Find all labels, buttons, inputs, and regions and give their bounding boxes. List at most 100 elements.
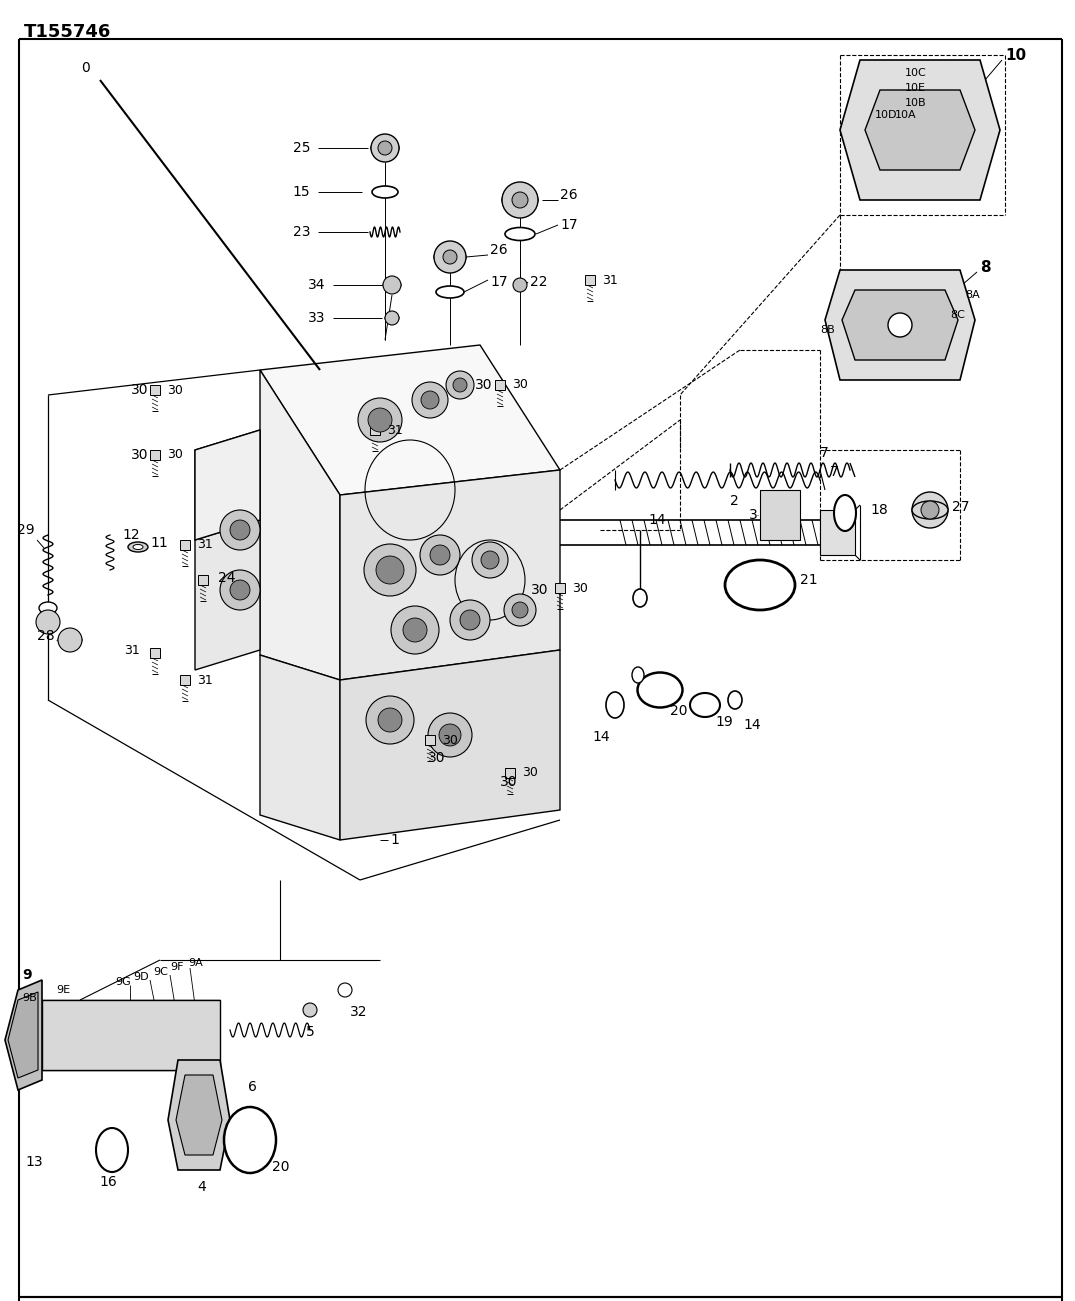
Text: 32: 32 xyxy=(350,1004,368,1019)
Polygon shape xyxy=(842,290,958,360)
Text: 21: 21 xyxy=(800,572,818,587)
Text: 33: 33 xyxy=(307,311,325,325)
Circle shape xyxy=(378,141,392,155)
Circle shape xyxy=(430,545,450,565)
Text: 19: 19 xyxy=(715,716,733,729)
Text: 31: 31 xyxy=(387,424,403,437)
Ellipse shape xyxy=(728,691,742,709)
Polygon shape xyxy=(505,768,515,778)
Circle shape xyxy=(364,544,416,596)
Circle shape xyxy=(366,696,414,744)
Text: 17: 17 xyxy=(490,275,507,289)
Text: 28: 28 xyxy=(38,628,55,643)
Circle shape xyxy=(378,708,402,732)
Ellipse shape xyxy=(434,248,465,265)
Text: 1: 1 xyxy=(390,833,399,847)
Ellipse shape xyxy=(505,228,535,241)
Polygon shape xyxy=(760,490,800,540)
Text: 30: 30 xyxy=(442,734,458,747)
Ellipse shape xyxy=(224,1107,276,1174)
Circle shape xyxy=(439,723,461,745)
Text: 22: 22 xyxy=(530,275,547,289)
Text: 9D: 9D xyxy=(133,972,148,982)
Polygon shape xyxy=(865,90,975,170)
Circle shape xyxy=(443,250,457,264)
Text: 30: 30 xyxy=(500,775,517,788)
Polygon shape xyxy=(151,385,160,396)
Text: 30: 30 xyxy=(130,382,148,397)
Polygon shape xyxy=(494,380,505,390)
Polygon shape xyxy=(340,470,560,680)
Polygon shape xyxy=(168,1060,230,1170)
Circle shape xyxy=(303,1003,317,1017)
Circle shape xyxy=(446,371,474,399)
Text: 17: 17 xyxy=(560,219,577,232)
Ellipse shape xyxy=(912,501,948,519)
Circle shape xyxy=(35,610,60,634)
Text: 8C: 8C xyxy=(950,310,965,320)
Text: 6: 6 xyxy=(248,1080,257,1094)
Circle shape xyxy=(376,556,404,584)
Ellipse shape xyxy=(690,693,720,717)
Text: 10E: 10E xyxy=(905,83,926,92)
Text: 8: 8 xyxy=(980,260,991,276)
Polygon shape xyxy=(42,1000,220,1069)
Circle shape xyxy=(512,193,528,208)
Polygon shape xyxy=(195,431,260,540)
Text: 30: 30 xyxy=(474,379,492,392)
Circle shape xyxy=(230,580,250,600)
Polygon shape xyxy=(585,275,594,285)
Text: 9C: 9C xyxy=(153,967,168,977)
Circle shape xyxy=(888,314,912,337)
Polygon shape xyxy=(176,1075,223,1155)
Circle shape xyxy=(421,392,439,409)
Circle shape xyxy=(428,713,472,757)
Circle shape xyxy=(220,570,260,610)
Text: 30: 30 xyxy=(530,583,548,597)
Polygon shape xyxy=(5,980,42,1090)
Polygon shape xyxy=(840,60,1000,200)
Text: 31: 31 xyxy=(197,539,213,552)
Text: 13: 13 xyxy=(25,1155,43,1170)
Text: 11: 11 xyxy=(151,536,168,550)
Text: 26: 26 xyxy=(560,189,577,202)
Text: 4: 4 xyxy=(198,1180,206,1194)
Text: 7: 7 xyxy=(820,446,829,461)
Polygon shape xyxy=(260,654,340,840)
Text: 34: 34 xyxy=(307,278,325,291)
Ellipse shape xyxy=(834,494,856,531)
Circle shape xyxy=(371,134,399,163)
Text: 20: 20 xyxy=(272,1160,289,1174)
Text: 0: 0 xyxy=(82,61,90,75)
Circle shape xyxy=(391,606,439,654)
Text: 10D: 10D xyxy=(875,111,898,120)
Circle shape xyxy=(420,535,460,575)
Polygon shape xyxy=(555,583,565,593)
Circle shape xyxy=(385,311,399,325)
Circle shape xyxy=(453,379,467,392)
Circle shape xyxy=(368,409,392,432)
Circle shape xyxy=(472,543,508,578)
Ellipse shape xyxy=(371,141,399,155)
Polygon shape xyxy=(151,648,160,658)
Polygon shape xyxy=(8,991,38,1079)
Ellipse shape xyxy=(385,315,399,321)
Text: 9A: 9A xyxy=(188,958,203,968)
Ellipse shape xyxy=(133,545,143,549)
Text: 27: 27 xyxy=(952,500,970,514)
Text: 30: 30 xyxy=(512,379,528,392)
Text: 23: 23 xyxy=(292,225,310,239)
Circle shape xyxy=(383,276,401,294)
Polygon shape xyxy=(260,369,340,680)
Text: 9: 9 xyxy=(22,968,31,982)
Ellipse shape xyxy=(383,281,401,290)
Ellipse shape xyxy=(39,602,57,614)
Text: 31: 31 xyxy=(125,644,140,657)
Ellipse shape xyxy=(502,191,538,209)
Text: 10B: 10B xyxy=(905,98,927,108)
Ellipse shape xyxy=(96,1128,128,1172)
Text: 7: 7 xyxy=(830,464,838,479)
Polygon shape xyxy=(195,431,260,540)
Text: 8A: 8A xyxy=(965,290,979,301)
Text: 30: 30 xyxy=(130,448,148,462)
